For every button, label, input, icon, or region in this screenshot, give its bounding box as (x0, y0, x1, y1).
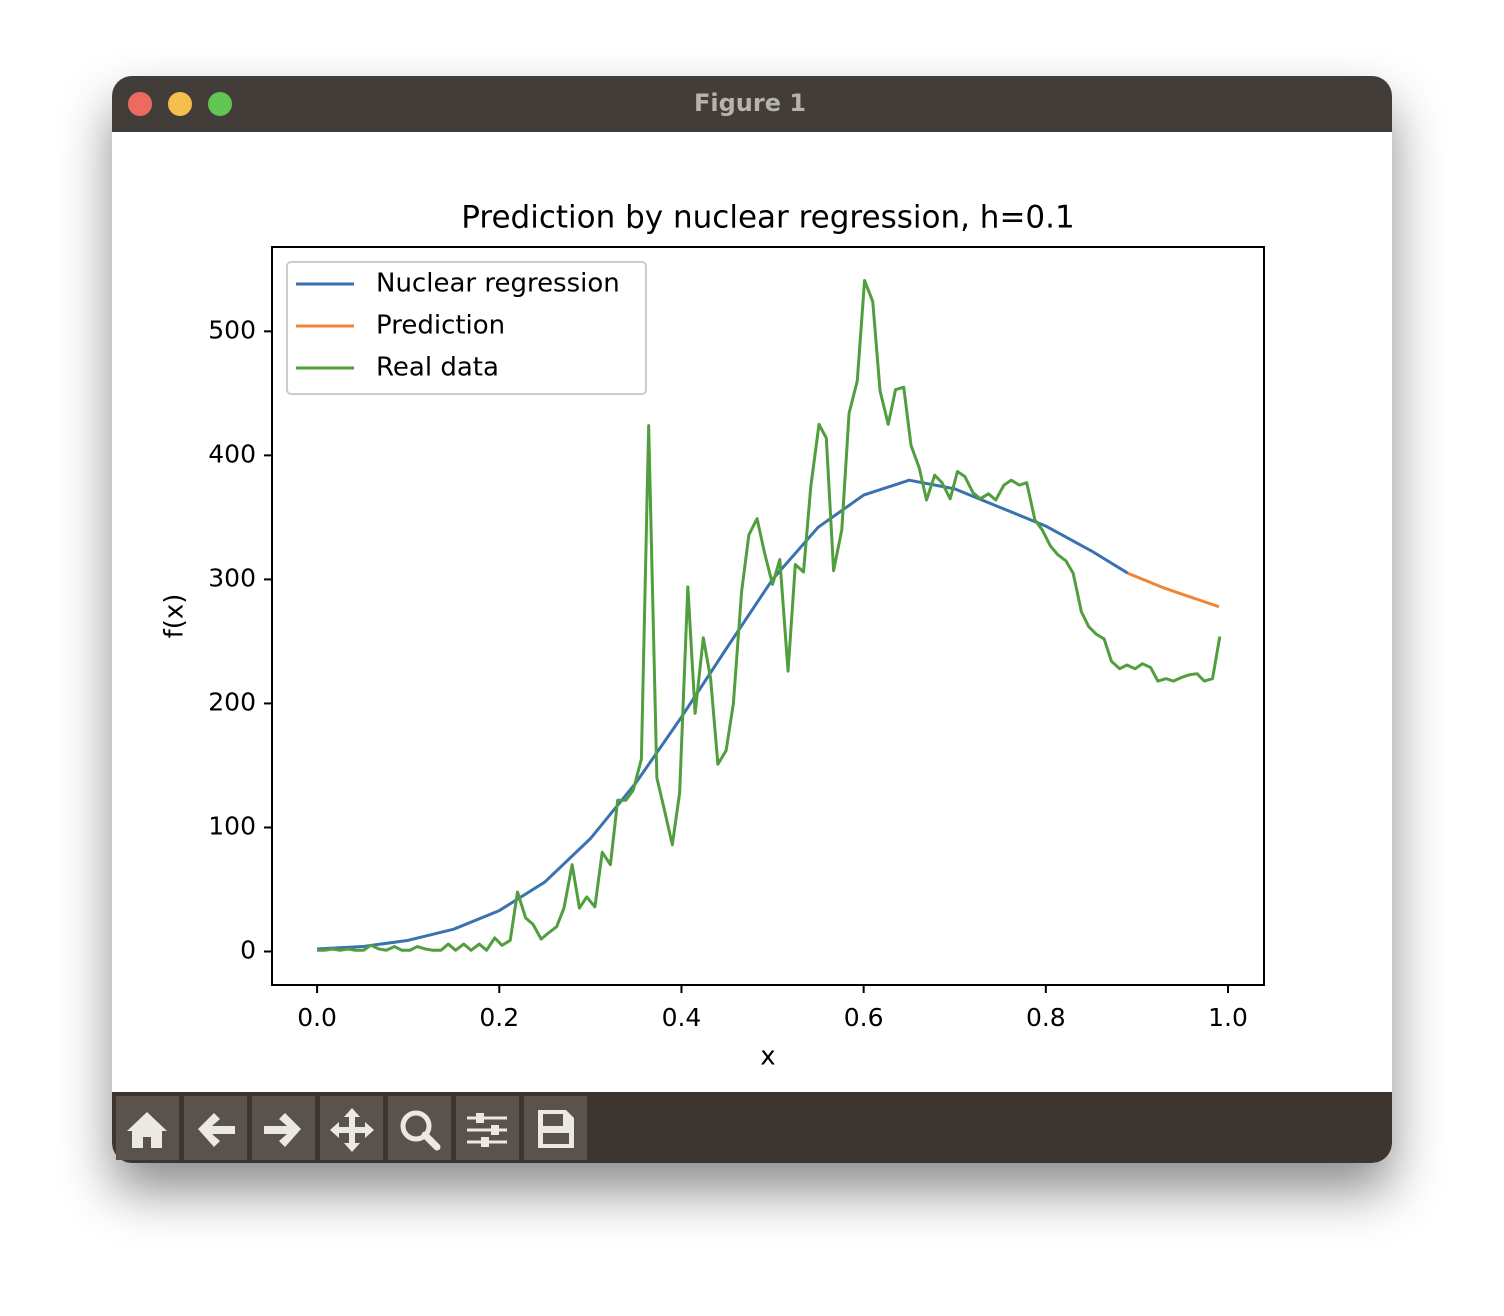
y-tick-label: 100 (208, 811, 256, 840)
window-title: Figure 1 (694, 89, 806, 117)
x-tick-label: 0.0 (297, 1003, 337, 1032)
window (112, 76, 1392, 1163)
legend-label: Real data (376, 353, 499, 383)
minimize-button[interactable] (168, 92, 192, 116)
y-tick-label: 400 (208, 439, 256, 468)
x-tick-label: 1.0 (1208, 1003, 1248, 1032)
x-tick-label: 0.8 (1026, 1003, 1066, 1032)
y-axis-label: f(x) (160, 594, 190, 639)
x-tick-label: 0.6 (844, 1003, 884, 1032)
y-tick-label: 300 (208, 563, 256, 592)
data-line (317, 278, 1222, 952)
x-axis-label: x (760, 1042, 775, 1072)
axes-frame (271, 246, 1265, 986)
x-tick-label: 0.2 (479, 1003, 519, 1032)
toolbar-buttons (116, 1096, 587, 1160)
forward-icon (264, 1113, 301, 1147)
figure: Prediction by nuclear regression, h=0.1 … (160, 200, 1265, 1072)
zoom-tool-button[interactable] (388, 1096, 451, 1160)
zoom-icon (400, 1110, 432, 1142)
y-tick-label: 0 (240, 936, 256, 965)
y-tick-label: 500 (208, 315, 256, 344)
zoom-icon-handle (421, 1131, 441, 1151)
y-tick-label: 200 (208, 687, 256, 716)
legend-label: Nuclear regression (376, 269, 620, 299)
close-button[interactable] (128, 92, 152, 116)
legend-box (286, 261, 647, 395)
x-tick-label: 0.4 (662, 1003, 702, 1032)
back-icon (198, 1113, 235, 1147)
save-icon (538, 1110, 574, 1148)
title-bar (112, 76, 1392, 132)
zoom-button[interactable] (208, 92, 232, 116)
configure-button[interactable] (456, 1096, 519, 1160)
pan-icon (330, 1108, 374, 1152)
home-icon (127, 1112, 167, 1148)
data-line (1127, 571, 1220, 609)
data-line (317, 478, 1129, 951)
legend-label: Prediction (376, 311, 505, 341)
chart-title: Prediction by nuclear regression, h=0.1 (461, 200, 1074, 236)
